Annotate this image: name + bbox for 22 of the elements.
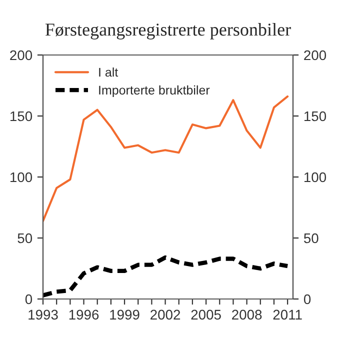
line-series <box>43 95 289 222</box>
y-tick-label: 50 <box>18 233 32 244</box>
legend-label: Importerte bruktbiler <box>99 85 210 98</box>
legend-label: I alt <box>99 68 118 77</box>
y-tick-label: 200 <box>10 50 32 60</box>
x-tick-label: 1993 <box>28 310 58 320</box>
y-tick-label: 150 <box>10 111 32 122</box>
y2-tick-label: 50 <box>304 233 318 244</box>
x-tick-label: 1999 <box>110 310 140 320</box>
y2-tick-label: 150 <box>304 111 326 122</box>
y2-tick-label: 100 <box>304 172 326 182</box>
x-tick-label: 2005 <box>191 310 221 320</box>
x-tick-label: 1996 <box>69 310 99 320</box>
x-tick-label: 2002 <box>150 310 180 320</box>
line-series <box>43 255 290 298</box>
y2-tick-label: 200 <box>304 50 326 60</box>
x-tick-label: 2008 <box>232 310 262 320</box>
x-tick-label: 2011 <box>273 310 302 320</box>
y-tick-label: 100 <box>10 172 32 182</box>
y-tick-label: 0 <box>25 294 32 304</box>
y2-tick-label: 0 <box>304 294 311 304</box>
chart-title: Førstegangsregistrerte personbiler <box>45 23 291 40</box>
